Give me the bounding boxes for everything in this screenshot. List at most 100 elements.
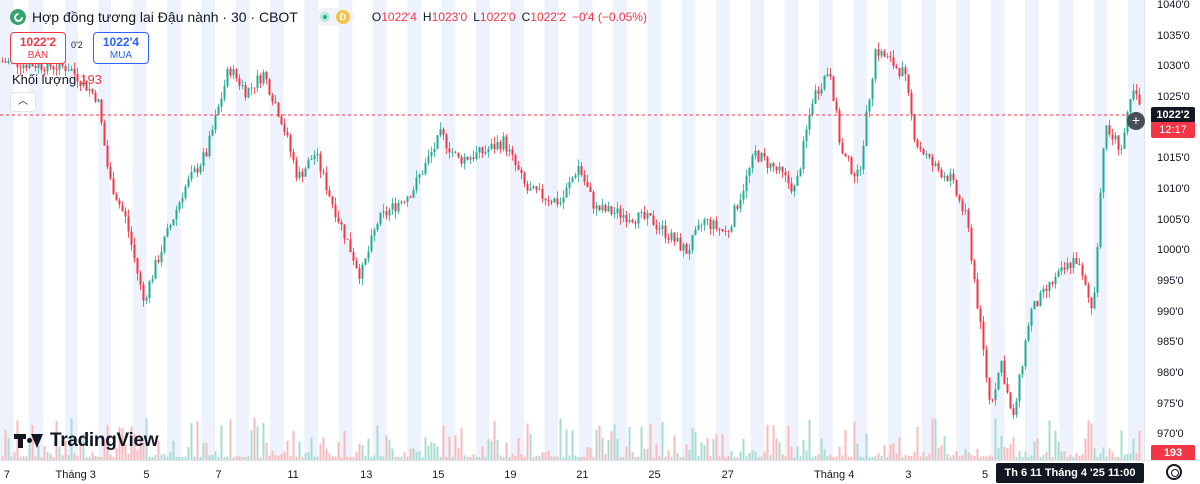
volume-bar-339 bbox=[1018, 450, 1021, 460]
volume-bar-165 bbox=[496, 439, 499, 460]
session-band-0 bbox=[0, 0, 14, 460]
volume-bar-101 bbox=[304, 453, 307, 460]
price-chart[interactable] bbox=[0, 0, 1144, 460]
collapse-legend-button[interactable]: ︿ bbox=[10, 92, 36, 112]
ohlc-key-open: O bbox=[371, 10, 382, 24]
volume-bar-272 bbox=[817, 453, 820, 460]
volume-bar-41 bbox=[124, 444, 127, 460]
settings-gear-icon[interactable] bbox=[1166, 464, 1182, 480]
volume-bar-324 bbox=[973, 456, 976, 460]
volume-bar-81 bbox=[244, 457, 247, 460]
volume-bar-76 bbox=[229, 419, 232, 460]
volume-bar-60 bbox=[181, 456, 184, 460]
volume-bar-2 bbox=[7, 437, 10, 460]
sell-button[interactable]: 1022'2 BÁN bbox=[10, 32, 66, 64]
candle-body-262 bbox=[787, 175, 790, 184]
volume-bar-166 bbox=[499, 455, 502, 460]
candle-body-113 bbox=[340, 221, 343, 225]
volume-bar-286 bbox=[859, 456, 862, 460]
volume-bar-18 bbox=[55, 420, 58, 460]
volume-bar-283 bbox=[850, 456, 853, 460]
candle-body-367 bbox=[1102, 148, 1105, 193]
volume-bar-68 bbox=[205, 442, 208, 460]
candle-body-125 bbox=[376, 223, 379, 230]
volume-bar-77 bbox=[232, 456, 235, 460]
candle-body-212 bbox=[637, 212, 640, 224]
volume-bar-48 bbox=[145, 418, 148, 460]
volume-bar-211 bbox=[634, 456, 637, 460]
volume-bar-327 bbox=[982, 456, 985, 460]
volume-bar-197 bbox=[592, 456, 595, 460]
volume-bar-82 bbox=[247, 455, 250, 460]
volume-bar-0 bbox=[1, 456, 4, 460]
candle-body-204 bbox=[613, 212, 616, 215]
volume-bar-88 bbox=[265, 442, 268, 460]
volume-bar-138 bbox=[415, 451, 418, 460]
volume-bar-347 bbox=[1042, 455, 1045, 460]
candle-body-245 bbox=[736, 205, 739, 209]
candle-body-62 bbox=[187, 179, 190, 187]
volume-bar-171 bbox=[514, 456, 517, 460]
volume-bar-170 bbox=[511, 454, 514, 460]
volume-bar-252 bbox=[757, 456, 760, 460]
volume-bar-135 bbox=[406, 456, 409, 460]
candle-body-26 bbox=[79, 81, 82, 87]
candle-body-80 bbox=[241, 85, 244, 86]
candle-body-2 bbox=[7, 60, 10, 63]
candle-body-160 bbox=[481, 147, 484, 154]
tradingview-logo[interactable]: TradingView bbox=[14, 430, 159, 452]
candle-body-163 bbox=[490, 143, 493, 150]
volume-bar-47 bbox=[142, 441, 145, 460]
time-tick-label: 21 bbox=[576, 469, 589, 481]
candle-body-112 bbox=[337, 217, 340, 222]
ohlc-key-close: C bbox=[521, 10, 531, 24]
candle-body-25 bbox=[76, 73, 79, 82]
candle-body-35 bbox=[106, 145, 109, 167]
candle-body-66 bbox=[199, 165, 202, 173]
volume-bar-264 bbox=[793, 456, 796, 460]
volume-bar-62 bbox=[187, 447, 190, 460]
volume-bar-168 bbox=[505, 442, 508, 460]
candle-body-103 bbox=[310, 159, 313, 161]
ohlc-change: −0'4 (−0.05%) bbox=[571, 10, 647, 24]
candle-body-207 bbox=[622, 215, 625, 218]
symbol-title[interactable]: Hợp đồng tương lai Đậu nành · 30 · CBOT bbox=[32, 9, 298, 25]
candle-body-193 bbox=[580, 166, 583, 175]
candle-body-215 bbox=[646, 213, 649, 219]
volume-bar-262 bbox=[787, 425, 790, 460]
volume-legend[interactable]: Khối lượng 193 bbox=[12, 72, 102, 87]
add-alert-plus-icon[interactable]: + bbox=[1127, 112, 1145, 130]
volume-bar-236 bbox=[709, 456, 712, 460]
volume-bar-253 bbox=[760, 456, 763, 460]
candle-body-142 bbox=[427, 156, 430, 163]
candle-body-51 bbox=[154, 260, 157, 279]
volume-bar-79 bbox=[238, 456, 241, 460]
volume-bar-235 bbox=[706, 438, 709, 460]
volume-bar-134 bbox=[403, 452, 406, 460]
market-status[interactable]: D bbox=[315, 8, 354, 26]
crosshair-time-label: Th 6 11 Tháng 4 '25 11:00 bbox=[996, 463, 1144, 483]
buy-button[interactable]: 1022'4 MUA bbox=[93, 32, 149, 64]
volume-bar-241 bbox=[724, 456, 727, 460]
candle-body-37 bbox=[112, 178, 115, 195]
volume-bar-204 bbox=[613, 424, 616, 460]
candle-body-286 bbox=[859, 169, 862, 171]
volume-bar-17 bbox=[52, 456, 55, 460]
volume-bar-172 bbox=[517, 438, 520, 460]
candle-body-357 bbox=[1072, 257, 1075, 268]
volume-bar-28 bbox=[85, 456, 88, 460]
volume-bar-42 bbox=[127, 454, 130, 460]
volume-bar-162 bbox=[487, 439, 490, 460]
candle-body-200 bbox=[601, 205, 604, 211]
candle-body-361 bbox=[1084, 275, 1087, 285]
candle-body-302 bbox=[907, 74, 910, 93]
volume-bar-207 bbox=[622, 456, 625, 460]
volume-bar-142 bbox=[427, 445, 430, 460]
volume-bar-73 bbox=[220, 425, 223, 460]
candle-body-19 bbox=[58, 60, 61, 70]
price-scale[interactable]: 1040'01035'01030'01025'01020'01015'01010… bbox=[1144, 0, 1200, 460]
candle-body-153 bbox=[460, 157, 463, 164]
candle-body-236 bbox=[709, 219, 712, 230]
candle-body-41 bbox=[124, 210, 127, 217]
candle-body-379 bbox=[1138, 94, 1141, 105]
